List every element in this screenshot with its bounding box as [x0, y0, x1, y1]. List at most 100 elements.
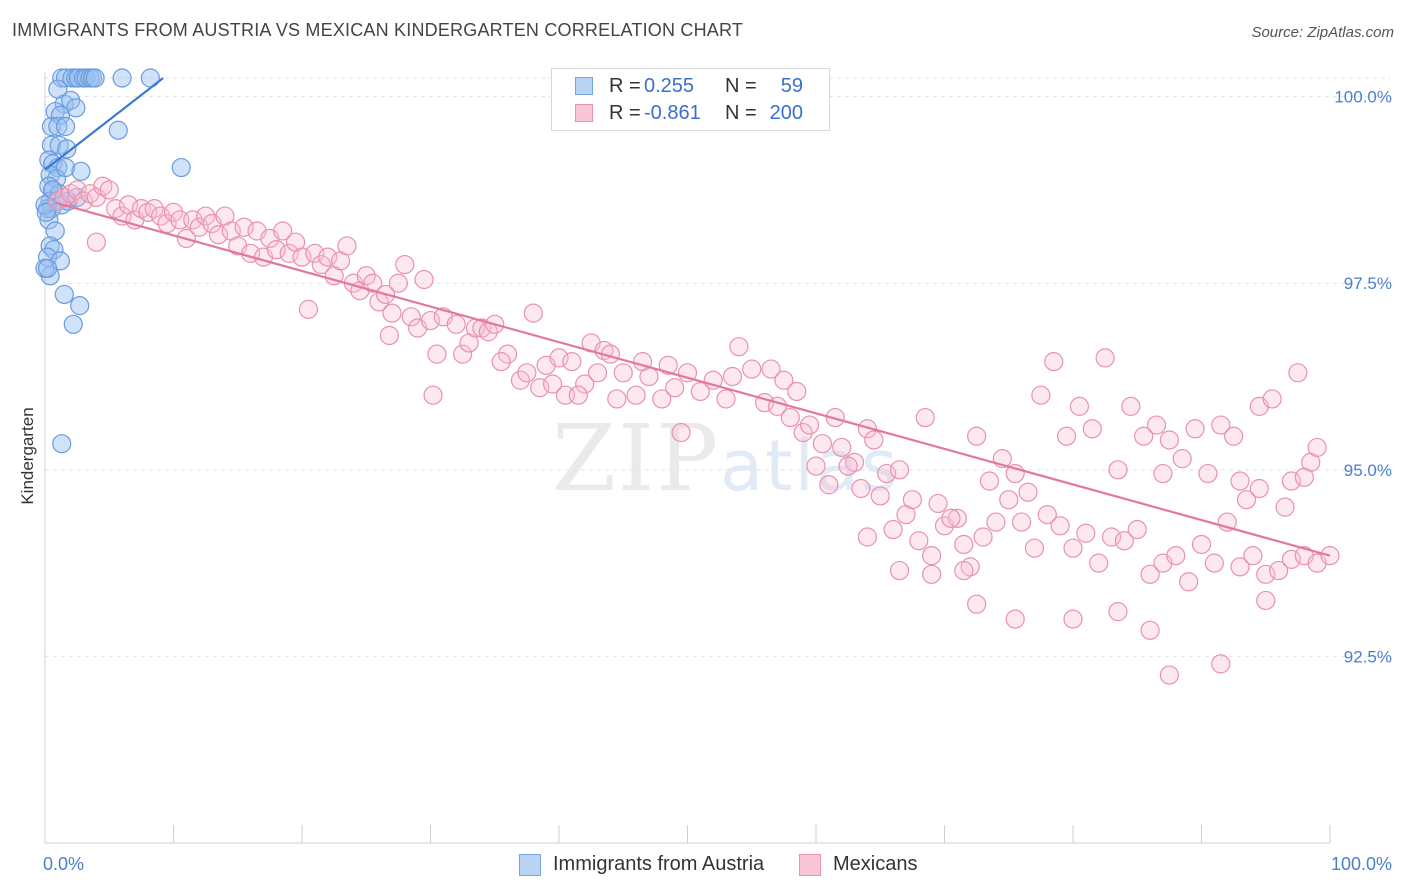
axes [44, 72, 1331, 844]
mexicans-point [915, 407, 935, 428]
mexicans-point [266, 240, 286, 260]
y-tick-label: 97.5% [1344, 274, 1392, 293]
mexicans-point [163, 202, 184, 222]
mexicans-point [1146, 415, 1167, 435]
mexicans-point [1127, 519, 1147, 540]
austria-point [44, 240, 64, 260]
mexicans-point [1018, 482, 1038, 502]
mexicans-point [1211, 415, 1231, 435]
mexicans-point [530, 378, 550, 398]
mexicans-point [1198, 463, 1218, 484]
mexicans-point [1069, 396, 1090, 416]
mexicans-point [1095, 348, 1115, 368]
austria-point [35, 195, 55, 215]
mexicans-point [806, 456, 826, 476]
mexicans-point [613, 363, 633, 383]
austria-point [112, 68, 132, 88]
mexicans-point [144, 199, 164, 219]
chart-title: IMMIGRANTS FROM AUSTRIA VS MEXICAN KINDE… [12, 20, 744, 40]
y-tick-label: 95.0% [1344, 461, 1392, 480]
mexicans-point [318, 247, 338, 267]
mexicans-point [363, 273, 383, 293]
mexicans-point [279, 243, 299, 263]
legend-swatch-mexicans [575, 104, 593, 122]
mexicans-point [902, 490, 922, 510]
mexicans-point [1089, 553, 1109, 573]
austria-point [39, 176, 59, 196]
austria-point [52, 434, 72, 454]
mexicans-point [395, 254, 415, 275]
mexicans-point [1307, 437, 1327, 458]
mexicans-point [864, 430, 884, 450]
mexicans-point [1268, 560, 1289, 581]
mexicans-point [549, 348, 569, 368]
mexicans-point [967, 594, 987, 614]
austria-point [39, 210, 59, 230]
mexicans-point [151, 206, 171, 226]
mexicans-point [423, 385, 443, 405]
austria-point [43, 180, 63, 200]
legend-row-mexicans: R = -0.861 N = 200 [552, 100, 829, 127]
mexicans-point [208, 225, 229, 245]
mexicans-point [1294, 467, 1314, 487]
mexicans-point [979, 471, 1000, 491]
mexicans-point [1185, 419, 1205, 439]
mexicans-point [819, 475, 839, 495]
mexicans-point [729, 337, 749, 357]
mexicans-point [742, 359, 762, 379]
tick-labels: 100.0% 97.5% 95.0% 92.5% 0.0% 100.0% [43, 88, 1392, 874]
mexicans-point [337, 236, 357, 256]
mexicans-point [703, 370, 723, 390]
mexicans-point [453, 344, 473, 364]
mexicans-point [1256, 590, 1276, 611]
mexicans-point [379, 325, 399, 346]
trend-lines [44, 77, 1331, 557]
mexicans-point [305, 243, 325, 263]
mexicans-point [427, 344, 447, 364]
mexicans-point [1140, 620, 1160, 640]
mexicans-point [799, 415, 820, 435]
mexicans-point [812, 434, 833, 454]
austria-point [55, 157, 76, 178]
mexicans-point [491, 352, 511, 372]
mexicans-point [1108, 460, 1128, 480]
mexicans-point [1262, 389, 1282, 409]
austria-point [45, 221, 65, 241]
mexicans-point [954, 534, 974, 555]
austria-point [45, 101, 65, 122]
mexicans-point [86, 232, 107, 252]
mexicans-point [542, 374, 563, 394]
mexicans-point [1153, 463, 1173, 484]
mexicans-point [1166, 546, 1186, 566]
mexicans-point [851, 478, 871, 499]
mexicans-point [1063, 538, 1083, 558]
mexicans-point [298, 299, 319, 319]
watermark-atlas: atlas [720, 425, 900, 507]
mexicans-point [562, 352, 582, 372]
mexicans-point [1056, 426, 1077, 446]
mexicans-point [947, 508, 967, 528]
mexicans-point [1037, 505, 1057, 525]
mexicans-point [587, 363, 608, 383]
mexicans-point [183, 210, 203, 230]
mexicans-point [1256, 564, 1276, 584]
series-legend: Immigrants from Austria Mexicans [0, 852, 1406, 878]
mexicans-point [857, 419, 878, 439]
mexicans-point [716, 389, 736, 409]
mexicans-point [414, 269, 434, 290]
mexicans-point [1230, 471, 1250, 491]
mexicans-point [999, 490, 1019, 510]
austria-point [66, 98, 86, 118]
mexicans-point [1031, 385, 1051, 405]
mexicans-point [1224, 426, 1244, 446]
mexicans-point [883, 519, 903, 540]
mexicans-point [1005, 609, 1025, 629]
series-legend-swatch-mexicans [799, 854, 821, 876]
mexicans-point [382, 303, 402, 323]
austria-trend-line [44, 77, 164, 171]
austria-point [37, 258, 58, 278]
mexicans-point [665, 378, 685, 398]
austria-point [48, 116, 68, 137]
mexicans-point [954, 560, 974, 581]
austria-point [41, 135, 62, 155]
